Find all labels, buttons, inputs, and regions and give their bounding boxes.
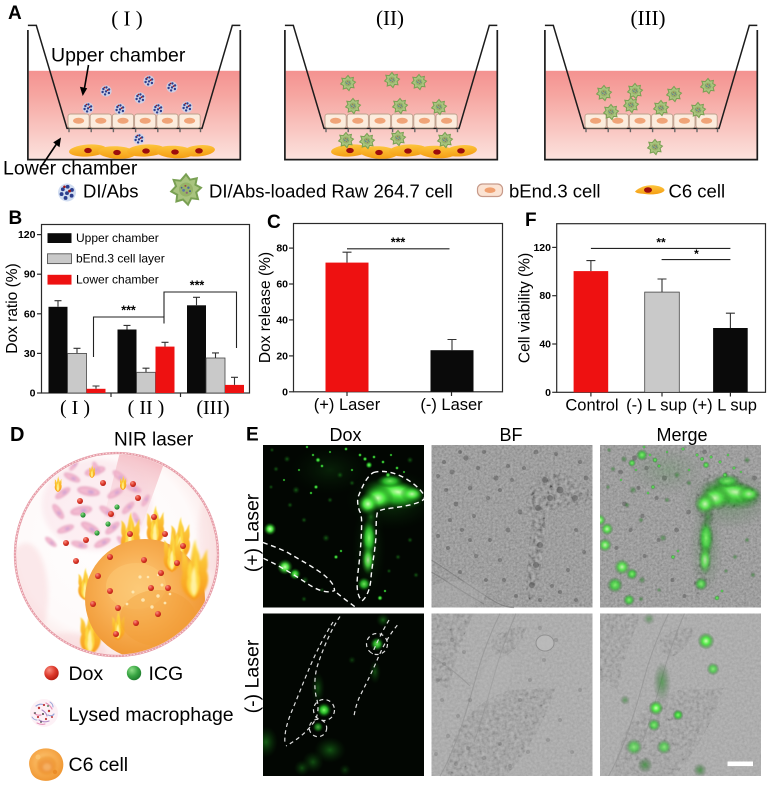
- svg-text:Dox: Dox: [69, 663, 104, 685]
- svg-text:Upper chamber: Upper chamber: [76, 231, 159, 245]
- svg-text:B: B: [9, 208, 23, 229]
- svg-text:(II): (II): [376, 6, 404, 30]
- svg-text:80: 80: [276, 243, 288, 255]
- svg-text:***: ***: [391, 236, 406, 250]
- svg-text:60: 60: [276, 279, 288, 291]
- svg-text:**: **: [656, 236, 666, 250]
- svg-text:C6 cell: C6 cell: [669, 181, 726, 202]
- svg-text:DI/Abs: DI/Abs: [83, 181, 139, 202]
- svg-text:ICG: ICG: [149, 663, 184, 685]
- svg-text:NIR laser: NIR laser: [114, 430, 194, 451]
- svg-text:80: 80: [539, 290, 551, 302]
- svg-text:60: 60: [24, 308, 36, 320]
- svg-text:( II ): ( II ): [128, 397, 165, 419]
- svg-text:***: ***: [190, 279, 205, 293]
- svg-text:40: 40: [539, 339, 551, 351]
- svg-text:Lysed macrophage: Lysed macrophage: [69, 704, 234, 726]
- svg-text:Upper chamber: Upper chamber: [51, 45, 186, 67]
- svg-text:30: 30: [24, 348, 36, 360]
- svg-text:(-) Laser: (-) Laser: [420, 396, 483, 414]
- svg-text:(III): (III): [196, 397, 229, 419]
- svg-text:Lower chamber: Lower chamber: [76, 273, 159, 287]
- svg-text:(-) L sup: (-) L sup: [626, 397, 687, 415]
- svg-text:BF: BF: [499, 425, 522, 445]
- svg-text:(+) L sup: (+) L sup: [692, 397, 757, 415]
- svg-text:Lower chamber: Lower chamber: [3, 158, 138, 180]
- svg-text:C: C: [267, 212, 281, 233]
- svg-text:bEnd.3 cell layer: bEnd.3 cell layer: [76, 252, 165, 266]
- svg-text:A: A: [8, 3, 22, 24]
- svg-text:(+) Laser: (+) Laser: [314, 396, 381, 414]
- svg-text:E: E: [246, 425, 259, 446]
- svg-text:C6 cell: C6 cell: [69, 754, 129, 776]
- svg-text:0: 0: [282, 386, 288, 398]
- svg-text:0: 0: [545, 387, 551, 399]
- svg-text:90: 90: [24, 269, 36, 281]
- svg-text:( I ): ( I ): [111, 7, 142, 31]
- svg-text:Cell viability (%): Cell viability (%): [517, 253, 534, 363]
- svg-text:(-) Laser: (-) Laser: [242, 639, 264, 713]
- svg-text:D: D: [10, 424, 24, 446]
- svg-text:0: 0: [30, 388, 36, 400]
- svg-text:Dox: Dox: [329, 425, 361, 445]
- svg-text:F: F: [525, 210, 537, 231]
- svg-text:120: 120: [533, 242, 551, 254]
- svg-text:Control: Control: [565, 397, 618, 415]
- svg-text:*: *: [694, 247, 699, 261]
- svg-text:120: 120: [18, 229, 36, 241]
- svg-text:40: 40: [276, 314, 288, 326]
- svg-text:Merge: Merge: [656, 425, 707, 445]
- svg-text:Dox release (%): Dox release (%): [257, 252, 274, 363]
- svg-text:DI/Abs-loaded Raw 264.7 cell: DI/Abs-loaded Raw 264.7 cell: [209, 181, 453, 202]
- svg-text:bEnd.3 cell: bEnd.3 cell: [509, 181, 601, 202]
- svg-text:20: 20: [276, 350, 288, 362]
- svg-text:Dox ratio (%): Dox ratio (%): [4, 263, 21, 353]
- svg-text:(III): (III): [631, 6, 666, 30]
- svg-text:(+) Laser: (+) Laser: [242, 493, 264, 572]
- svg-text:( I ): ( I ): [60, 397, 90, 419]
- svg-text:***: ***: [121, 304, 136, 318]
